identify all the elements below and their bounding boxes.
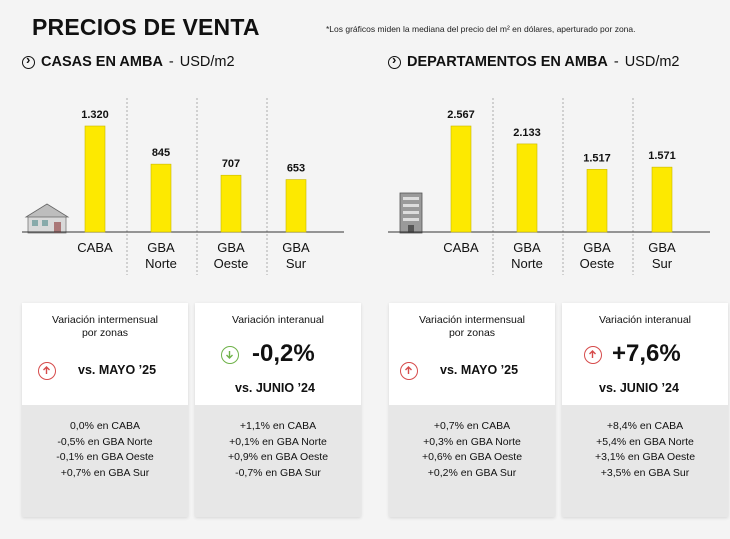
- data-label: 1.571: [648, 150, 676, 162]
- list-item: +0,7% en GBA Sur: [60, 466, 150, 479]
- casas-section-title: CASAS EN AMBA - USD/m2: [22, 52, 235, 70]
- list-item: +0,9% en GBA Oeste: [227, 451, 329, 463]
- deptos-chart-title: DEPARTAMENTOS EN AMBA: [407, 54, 608, 70]
- variation-value: -0,2%: [252, 340, 315, 367]
- list-item: +0,2% en GBA Sur: [427, 466, 517, 479]
- deptos-intermensual-card: Variación intermensual por zonas vs. MAY…: [389, 303, 555, 517]
- list-item: +5,4% en GBA Norte: [596, 435, 694, 448]
- data-label: 653: [287, 163, 305, 175]
- list-item: -0,7% en GBA Sur: [235, 466, 321, 479]
- building-icon: [399, 192, 423, 234]
- variation-list: +8,4% en CABA +5,4% en GBA Norte +3,1% e…: [562, 405, 728, 517]
- category-label: CABA: [77, 240, 113, 255]
- compare-label: vs. MAYO ’25: [440, 363, 519, 377]
- deptos-bar-chart: 2.567CABA2.133GBANorte1.517GBAOeste1.571…: [388, 98, 710, 275]
- deptos-chart: 2.567 CABA 2.133 GBA Norte 1.517 GBA Oeste 1.571…: [388, 90, 713, 280]
- category-label: Sur: [286, 256, 307, 271]
- deptos-interanual-card: Variación interanual +7,6% vs. JUNIO ’24…: [562, 303, 728, 517]
- category-label: Sur: [652, 256, 673, 271]
- page-title: PRECIOS DE VENTA: [32, 14, 260, 40]
- arrow-up-circle-icon: [38, 362, 56, 380]
- casas-chart: 1.320 CABA 845 GBA Norte 707 GBA Oeste 653 GBA Sur: [22, 90, 347, 280]
- category-label: GBA: [648, 240, 676, 255]
- casas-interanual-card: Variación interanual -0,2% vs. JUNIO ’24…: [195, 303, 361, 517]
- category-label: GBA: [513, 240, 541, 255]
- arrow-up-circle-icon: [400, 362, 418, 380]
- list-item: +0,1% en GBA Norte: [229, 435, 327, 448]
- bar-1: [150, 163, 172, 233]
- category-label: GBA: [583, 240, 611, 255]
- bar-2: [220, 174, 242, 233]
- list-item: +1,1% en CABA: [239, 420, 317, 432]
- category-label: Oeste: [580, 256, 615, 271]
- variation-list: +0,7% en CABA +0,3% en GBA Norte +0,6% e…: [389, 405, 555, 517]
- category-label: Norte: [145, 256, 177, 271]
- bar-0: [450, 125, 472, 233]
- casas-intermensual-card: Variación intermensual por zonas vs. MAY…: [22, 303, 188, 517]
- data-label: 2.567: [447, 109, 475, 121]
- card-label: Variación intermensual por zonas: [418, 314, 526, 339]
- variation-list: +1,1% en CABA +0,1% en GBA Norte +0,9% e…: [195, 405, 361, 517]
- variation-list: 0,0% en CABA -0,5% en GBA Norte -0,1% en…: [22, 405, 188, 517]
- list-item: -0,1% en GBA Oeste: [56, 451, 154, 463]
- compare-label: vs. JUNIO ’24: [235, 381, 315, 395]
- footnote: *Los gráficos miden la mediana del preci…: [326, 24, 636, 34]
- list-item: +3,5% en GBA Sur: [600, 466, 690, 479]
- variation-value: +7,6%: [612, 340, 681, 367]
- data-label: 2.133: [513, 127, 541, 139]
- list-item: 0,0% en CABA: [69, 420, 141, 432]
- list-item: +0,3% en GBA Norte: [423, 435, 521, 448]
- category-label: Norte: [511, 256, 543, 271]
- list-item: -0,5% en GBA Norte: [57, 435, 153, 448]
- bar-1: [516, 143, 538, 233]
- category-label: GBA: [217, 240, 245, 255]
- category-label: GBA: [147, 240, 175, 255]
- card-label: Variación interanual: [231, 314, 325, 326]
- compare-label: vs. MAYO ’25: [78, 363, 157, 377]
- compare-label: vs. JUNIO ’24: [599, 381, 679, 395]
- bar-3: [651, 166, 673, 233]
- list-item: +3,1% en GBA Oeste: [594, 451, 696, 463]
- bar-3: [285, 179, 307, 233]
- list-item: +0,7% en CABA: [433, 420, 511, 432]
- data-label: 845: [152, 147, 170, 159]
- bar-0: [84, 125, 106, 233]
- arrow-right-circle-icon: [22, 52, 35, 69]
- arrow-down-circle-icon: [221, 346, 239, 364]
- deptos-chart-unit: USD/m2: [624, 54, 680, 70]
- casas-chart-unit: USD/m2: [179, 54, 235, 70]
- arrow-right-circle-icon: [388, 52, 401, 69]
- data-label: 707: [222, 158, 240, 170]
- data-label: 1.517: [583, 152, 611, 164]
- category-label: GBA: [282, 240, 310, 255]
- category-label: CABA: [443, 240, 479, 255]
- category-label: Oeste: [214, 256, 249, 271]
- bar-2: [586, 169, 608, 233]
- card-label: Variación intermensual por zonas: [51, 314, 159, 339]
- data-label: 1.320: [81, 109, 109, 121]
- casas-chart-title: CASAS EN AMBA: [41, 54, 163, 70]
- arrow-up-circle-icon: [584, 346, 602, 364]
- list-item: +8,4% en CABA: [606, 420, 684, 432]
- list-item: +0,6% en GBA Oeste: [421, 451, 523, 463]
- house-icon: [24, 203, 70, 234]
- card-label: Variación interanual: [598, 314, 692, 326]
- deptos-section-title: DEPARTAMENTOS EN AMBA - USD/m2: [388, 52, 680, 70]
